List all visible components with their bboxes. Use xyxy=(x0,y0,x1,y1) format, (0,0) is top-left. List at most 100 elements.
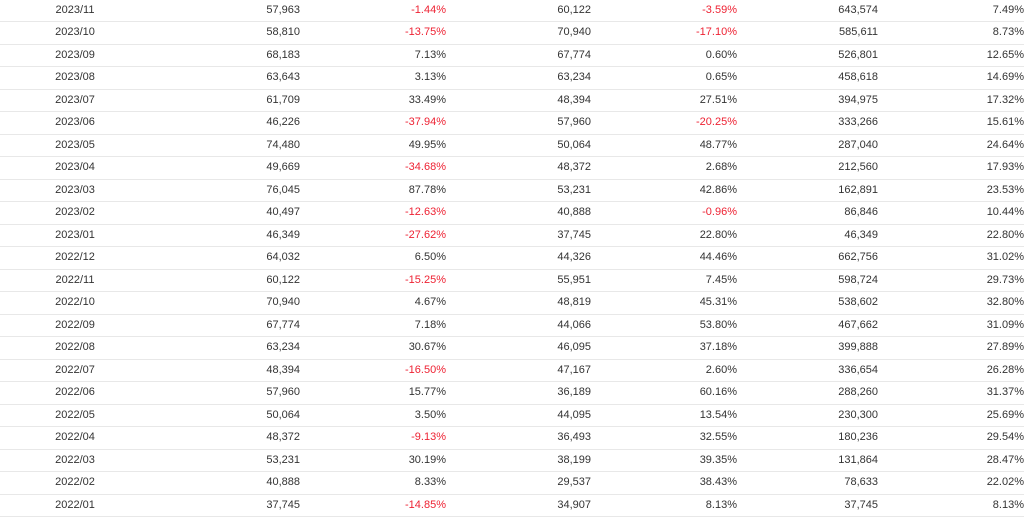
value-1-cell: 74,480 xyxy=(150,134,300,157)
value-3-cell: 287,040 xyxy=(737,134,878,157)
table-row: 2023/11 57,963 -1.44% 60,122 -3.59% 643,574 7.… xyxy=(0,0,1024,22)
value-2-cell: 67,774 xyxy=(446,44,591,67)
change-2-cell: 37.18% xyxy=(591,336,737,360)
value-1-cell: 50,064 xyxy=(150,404,300,427)
value-2-cell: 36,189 xyxy=(446,381,591,405)
period-cell: 2022/01 xyxy=(0,494,150,517)
value-3-cell: 662,756 xyxy=(737,246,878,270)
period-cell: 2023/10 xyxy=(0,21,150,45)
change-1-cell: 30.19% xyxy=(300,449,446,472)
period-cell: 2023/05 xyxy=(0,134,150,157)
change-1-cell: 15.77% xyxy=(300,381,446,405)
change-2-cell: 2.68% xyxy=(591,156,737,180)
value-2-cell: 57,960 xyxy=(446,111,591,135)
value-2-cell: 47,167 xyxy=(446,359,591,382)
value-2-cell: 40,888 xyxy=(446,201,591,225)
change-1-cell: 6.50% xyxy=(300,246,446,270)
change-1-cell: -9.13% xyxy=(300,426,446,450)
value-1-cell: 70,940 xyxy=(150,291,300,315)
change-1-cell: 33.49% xyxy=(300,89,446,112)
value-1-cell: 57,960 xyxy=(150,381,300,405)
change-3-cell: 29.54% xyxy=(878,426,1024,450)
table-row: 2022/04 48,372 -9.13% 36,493 32.55% 180,236 29… xyxy=(0,426,1024,450)
value-3-cell: 585,611 xyxy=(737,21,878,45)
table-row: 2022/06 57,960 15.77% 36,189 60.16% 288,260 31… xyxy=(0,381,1024,405)
table-row: 2023/09 68,183 7.13% 67,774 0.60% 526,801 12.6… xyxy=(0,44,1024,67)
change-1-cell: 8.33% xyxy=(300,471,446,495)
change-2-cell: 60.16% xyxy=(591,381,737,405)
change-2-cell: 45.31% xyxy=(591,291,737,315)
value-2-cell: 44,066 xyxy=(446,314,591,337)
value-3-cell: 333,266 xyxy=(737,111,878,135)
period-cell: 2022/12 xyxy=(0,246,150,270)
table-row: 2023/02 40,497 -12.63% 40,888 -0.96% 86,846 10… xyxy=(0,201,1024,225)
change-1-cell: -14.85% xyxy=(300,494,446,517)
table-row: 2022/07 48,394 -16.50% 47,167 2.60% 336,654 26… xyxy=(0,359,1024,382)
change-3-cell: 28.47% xyxy=(878,449,1024,472)
period-cell: 2022/05 xyxy=(0,404,150,427)
period-cell: 2022/09 xyxy=(0,314,150,337)
change-1-cell: 87.78% xyxy=(300,179,446,202)
change-3-cell: 8.13% xyxy=(878,494,1024,517)
value-3-cell: 46,349 xyxy=(737,224,878,247)
value-2-cell: 50,064 xyxy=(446,134,591,157)
change-2-cell: 44.46% xyxy=(591,246,737,270)
value-2-cell: 46,095 xyxy=(446,336,591,360)
change-3-cell: 32.80% xyxy=(878,291,1024,315)
value-2-cell: 48,394 xyxy=(446,89,591,112)
change-1-cell: 49.95% xyxy=(300,134,446,157)
change-3-cell: 15.61% xyxy=(878,111,1024,135)
change-3-cell: 10.44% xyxy=(878,201,1024,225)
value-1-cell: 40,888 xyxy=(150,471,300,495)
value-1-cell: 67,774 xyxy=(150,314,300,337)
table-row: 2022/10 70,940 4.67% 48,819 45.31% 538,602 32.… xyxy=(0,291,1024,315)
change-1-cell: 7.13% xyxy=(300,44,446,67)
period-cell: 2023/01 xyxy=(0,224,150,247)
value-1-cell: 63,643 xyxy=(150,66,300,90)
change-2-cell: 13.54% xyxy=(591,404,737,427)
value-3-cell: 212,560 xyxy=(737,156,878,180)
change-1-cell: 3.50% xyxy=(300,404,446,427)
value-3-cell: 394,975 xyxy=(737,89,878,112)
value-1-cell: 60,122 xyxy=(150,269,300,292)
value-1-cell: 57,963 xyxy=(150,0,300,22)
change-1-cell: -34.68% xyxy=(300,156,446,180)
table-row: 2022/02 40,888 8.33% 29,537 38.43% 78,633 22.0… xyxy=(0,471,1024,495)
value-1-cell: 61,709 xyxy=(150,89,300,112)
table-row: 2022/12 64,032 6.50% 44,326 44.46% 662,756 31.… xyxy=(0,246,1024,270)
value-2-cell: 37,745 xyxy=(446,224,591,247)
value-2-cell: 48,819 xyxy=(446,291,591,315)
change-3-cell: 31.02% xyxy=(878,246,1024,270)
table-row: 2022/01 37,745 -14.85% 34,907 8.13% 37,745 8.1… xyxy=(0,494,1024,517)
change-3-cell: 26.28% xyxy=(878,359,1024,382)
change-1-cell: -15.25% xyxy=(300,269,446,292)
value-2-cell: 55,951 xyxy=(446,269,591,292)
change-1-cell: 7.18% xyxy=(300,314,446,337)
value-1-cell: 46,226 xyxy=(150,111,300,135)
change-2-cell: -3.59% xyxy=(591,0,737,22)
value-3-cell: 78,633 xyxy=(737,471,878,495)
change-3-cell: 31.09% xyxy=(878,314,1024,337)
change-3-cell: 17.93% xyxy=(878,156,1024,180)
change-2-cell: 0.65% xyxy=(591,66,737,90)
value-1-cell: 37,745 xyxy=(150,494,300,517)
change-2-cell: 7.45% xyxy=(591,269,737,292)
change-1-cell: 4.67% xyxy=(300,291,446,315)
value-1-cell: 58,810 xyxy=(150,21,300,45)
change-2-cell: -0.96% xyxy=(591,201,737,225)
table-row: 2023/07 61,709 33.49% 48,394 27.51% 394,975 17… xyxy=(0,89,1024,112)
value-1-cell: 68,183 xyxy=(150,44,300,67)
change-3-cell: 12.65% xyxy=(878,44,1024,67)
change-3-cell: 31.37% xyxy=(878,381,1024,405)
change-1-cell: -27.62% xyxy=(300,224,446,247)
change-2-cell: -17.10% xyxy=(591,21,737,45)
change-1-cell: -12.63% xyxy=(300,201,446,225)
change-3-cell: 29.73% xyxy=(878,269,1024,292)
change-3-cell: 22.02% xyxy=(878,471,1024,495)
table-row: 2022/03 53,231 30.19% 38,199 39.35% 131,864 28… xyxy=(0,449,1024,472)
change-1-cell: -16.50% xyxy=(300,359,446,382)
change-2-cell: 8.13% xyxy=(591,494,737,517)
value-1-cell: 40,497 xyxy=(150,201,300,225)
change-2-cell: 27.51% xyxy=(591,89,737,112)
